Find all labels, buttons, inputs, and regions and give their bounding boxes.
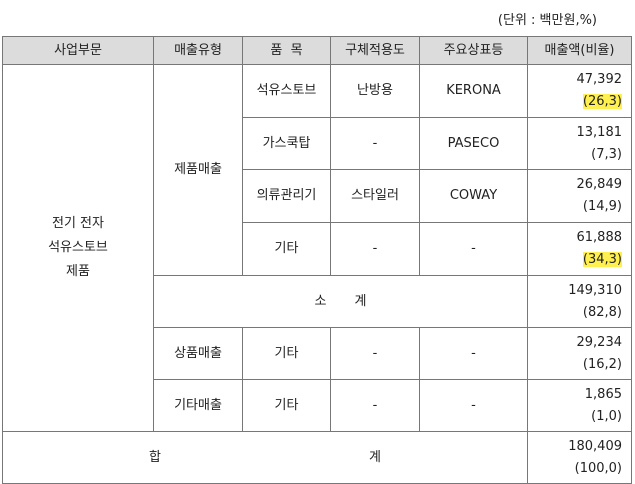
amount-value: 26,849 bbox=[576, 177, 623, 192]
brand-cell: COWAY bbox=[419, 169, 528, 223]
item-cell: 기타 bbox=[242, 222, 331, 276]
header-sales-type: 매출유형 bbox=[153, 36, 243, 65]
sales-table: 사업부문 매출유형 품 목 구체적용도 주요상표등 매출액(비율) 전기 전자 … bbox=[2, 36, 632, 484]
table-row: 전기 전자 석유스토브 제품 제품매출 석유스토브 난방용 KERONA 47,… bbox=[2, 64, 632, 432]
segment-line: 제품 bbox=[66, 264, 90, 279]
amount-cell: 29,234 (16,2) bbox=[527, 327, 632, 380]
ratio-value: (16,2) bbox=[582, 356, 622, 372]
segment-line: 석유스토브 bbox=[48, 240, 108, 255]
header-use: 구체적용도 bbox=[330, 36, 420, 65]
table-row: 의류관리기 스타일러 COWAY 26,849 (14,9) bbox=[3, 169, 632, 223]
brand-cell: KERONA bbox=[419, 64, 528, 118]
item-cell: 기타 bbox=[242, 327, 331, 380]
amount-value: 180,409 bbox=[568, 438, 622, 454]
brand-cell: PASECO bbox=[419, 117, 528, 170]
amount-value: 29,234 bbox=[576, 334, 623, 350]
amount-cell: 180,409 (100,0) bbox=[527, 431, 632, 484]
brand-cell: - bbox=[419, 327, 528, 380]
amount-cell: 1,865 (1,0) bbox=[527, 379, 632, 432]
amount-cell: 149,310 (82,8) bbox=[527, 275, 632, 328]
item-cell: 의류관리기 bbox=[242, 169, 331, 223]
use-cell: - bbox=[330, 327, 420, 380]
table-row: 상품매출 기타 - - 29,234 (16,2) bbox=[3, 327, 632, 380]
sales-type-cell: 상품매출 bbox=[153, 327, 243, 380]
use-cell: - bbox=[330, 379, 420, 432]
table-row: 기타 - - 61,888 (34,3) bbox=[3, 222, 632, 276]
amount-value: 149,310 bbox=[568, 282, 622, 298]
use-cell: - bbox=[330, 117, 420, 170]
segment-cell: 전기 전자 석유스토브 제품 bbox=[2, 64, 154, 432]
use-cell: 스타일러 bbox=[330, 169, 420, 223]
item-cell: 석유스토브 bbox=[242, 64, 331, 118]
amount-value: 1,865 bbox=[584, 386, 622, 402]
table-row: 가스쿡탑 - PASECO 13,181 (7,3) bbox=[3, 117, 632, 170]
ratio-value-highlighted: (26,3) bbox=[582, 94, 622, 109]
product-sales-cell: 제품매출 bbox=[153, 64, 243, 276]
header-item: 품 목 bbox=[242, 36, 331, 65]
amount-value: 47,392 bbox=[576, 72, 623, 87]
ratio-value: (82,8) bbox=[582, 304, 622, 320]
item-cell: 가스쿡탑 bbox=[242, 117, 331, 170]
header-brand: 주요상표등 bbox=[419, 36, 528, 65]
ratio-value: (100,0) bbox=[574, 460, 622, 476]
brand-cell: - bbox=[419, 222, 528, 276]
brand-cell: - bbox=[419, 379, 528, 432]
use-cell: - bbox=[330, 222, 420, 276]
amount-cell: 61,888 (34,3) bbox=[527, 222, 632, 276]
ratio-value: (7,3) bbox=[591, 146, 622, 162]
amount-cell: 26,849 (14,9) bbox=[527, 169, 632, 223]
header-row: 사업부문 매출유형 품 목 구체적용도 주요상표등 매출액(비율) bbox=[2, 36, 632, 65]
sales-type-cell: 기타매출 bbox=[153, 379, 243, 432]
ratio-value: (14,9) bbox=[582, 199, 622, 214]
amount-cell: 47,392 (26,3) bbox=[527, 64, 632, 118]
ratio-value: (1,0) bbox=[591, 408, 622, 424]
segment-line: 전기 전자 bbox=[52, 216, 104, 231]
amount-value: 61,888 bbox=[576, 230, 623, 245]
ratio-value-highlighted: (34,3) bbox=[582, 252, 622, 267]
header-segment: 사업부문 bbox=[2, 36, 154, 65]
item-cell: 기타 bbox=[242, 379, 331, 432]
amount-cell: 13,181 (7,3) bbox=[527, 117, 632, 170]
header-amount: 매출액(비율) bbox=[527, 36, 632, 65]
unit-note: (단위 : 백만원,%) bbox=[497, 13, 597, 28]
amount-value: 13,181 bbox=[576, 124, 623, 140]
use-cell: 난방용 bbox=[330, 64, 420, 118]
